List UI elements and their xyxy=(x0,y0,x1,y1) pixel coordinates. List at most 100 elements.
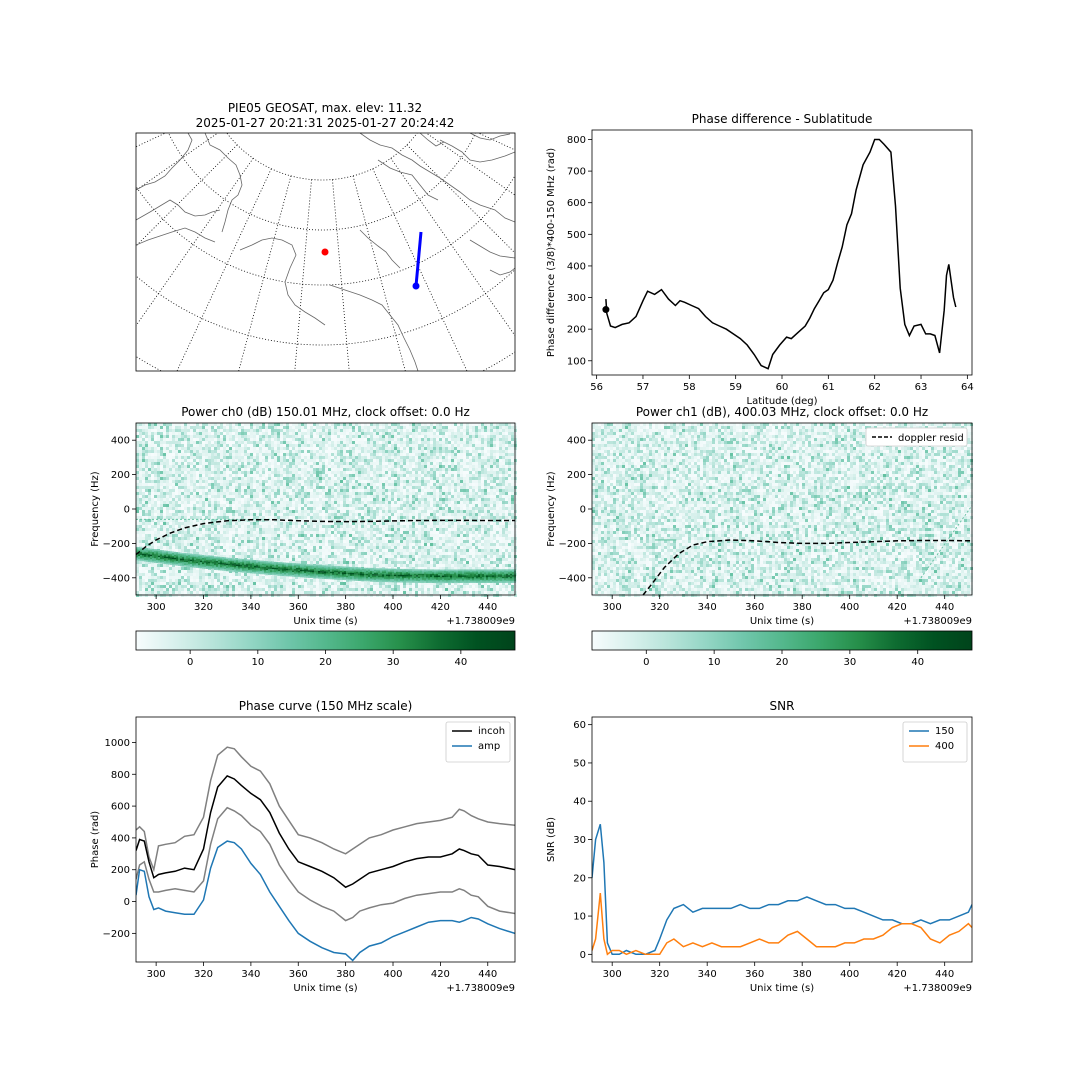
x-tick-label: 420 xyxy=(888,602,907,613)
y-tick-label: 700 xyxy=(567,167,586,178)
y-tick-label: 400 xyxy=(111,833,130,844)
x-tick-label: 62 xyxy=(868,382,881,393)
satellite-position-marker xyxy=(412,282,420,290)
meridian-line xyxy=(406,144,515,254)
x-tick-label: 340 xyxy=(698,602,717,613)
meridian-line xyxy=(136,158,254,327)
y-tick-label: 60 xyxy=(573,720,586,731)
latitude-circle xyxy=(136,269,515,346)
start-marker xyxy=(602,306,610,314)
y-tick-label: −200 xyxy=(559,539,586,550)
series-lines xyxy=(592,823,972,956)
map-title-line1: PIE05 GEOSAT, max. elev: 11.32 xyxy=(228,101,422,115)
x-tick-label: 400 xyxy=(383,969,402,980)
series-amp-line xyxy=(136,840,515,962)
y-tick-label: 400 xyxy=(567,261,586,272)
x-axis-label: Unix time (s) xyxy=(750,616,814,627)
y-tick-label: 0 xyxy=(580,505,586,516)
chart-title: SNR xyxy=(770,699,795,713)
y-tick-label: 200 xyxy=(111,865,130,876)
y-axis-label: Phase (rad) xyxy=(90,811,101,869)
y-tick-label: 800 xyxy=(111,770,130,781)
y-axis-label: Frequency (Hz) xyxy=(90,471,101,547)
legend-box xyxy=(902,721,968,763)
y-tick-label: 10 xyxy=(573,912,586,923)
y-tick-label: 400 xyxy=(567,436,586,447)
y-tick-label: 40 xyxy=(573,797,586,808)
x-tick-label: 59 xyxy=(729,382,742,393)
phase-difference-line xyxy=(605,138,957,370)
colorbar-tick-label: 20 xyxy=(776,657,789,668)
x-tick-label: 300 xyxy=(147,969,166,980)
y-tick-label: 200 xyxy=(111,470,130,481)
heatmap-cells xyxy=(592,423,973,597)
map-area xyxy=(136,133,515,371)
map-title-line2: 2025-01-27 20:21:31 2025-01-27 20:24:42 xyxy=(196,116,455,130)
plot-frame xyxy=(591,129,973,376)
chart-title: Phase difference - Sublatitude xyxy=(692,112,873,126)
colorbar-tick-label: 30 xyxy=(843,657,856,668)
x-tick-label: 440 xyxy=(935,602,954,613)
series-incoh-line xyxy=(136,774,515,889)
x-tick-label: 440 xyxy=(478,969,497,980)
y-tick-label: 300 xyxy=(567,293,586,304)
x-tick-label: 56 xyxy=(590,382,603,393)
legend-label: incoh xyxy=(478,726,505,737)
x-tick-label: 380 xyxy=(793,969,812,980)
y-tick-label: 200 xyxy=(567,325,586,336)
x-tick-label: 300 xyxy=(603,969,622,980)
x-tick-label: 360 xyxy=(289,602,308,613)
meridian-line xyxy=(372,168,468,371)
x-offset-label: +1.738009e9 xyxy=(446,616,515,627)
x-tick-label: 320 xyxy=(650,602,669,613)
y-tick-label: 400 xyxy=(111,436,130,447)
y-tick-label: −400 xyxy=(103,573,130,584)
faint-signal-line xyxy=(920,505,973,579)
colorbar-tick-label: 10 xyxy=(251,657,264,668)
x-offset-label: +1.738009e9 xyxy=(903,616,972,627)
x-tick-label: 58 xyxy=(683,382,696,393)
y-tick-label: 30 xyxy=(573,835,586,846)
x-tick-label: 400 xyxy=(383,602,402,613)
legend-label: 150 xyxy=(935,726,954,737)
x-tick-label: 300 xyxy=(603,602,622,613)
y-tick-label: 20 xyxy=(573,873,586,884)
meridian-line xyxy=(136,133,219,191)
x-tick-label: 61 xyxy=(822,382,835,393)
x-tick-label: 340 xyxy=(241,602,260,613)
colorbar-tick-label: 0 xyxy=(643,657,649,668)
power-ch1-chart: 300 320 340 360 380 400 420 440 −400 −200 0 200 400 P… xyxy=(546,405,973,627)
x-axis-label: Unix time (s) xyxy=(750,983,814,994)
y-axis-label: SNR (dB) xyxy=(546,817,557,862)
map-panel: PIE05 GEOSAT, max. elev: 11.32 2025-01-2… xyxy=(135,101,516,372)
x-tick-label: 420 xyxy=(888,969,907,980)
colorbar-tick-label: 20 xyxy=(319,657,332,668)
colorbar-gradient xyxy=(591,630,973,651)
y-tick-label: 500 xyxy=(567,230,586,241)
y-tick-label: 0 xyxy=(580,950,586,961)
y-tick-label: −200 xyxy=(103,929,130,940)
x-tick-label: 420 xyxy=(431,969,450,980)
colorbar-tick-label: 0 xyxy=(187,657,193,668)
y-tick-label: −200 xyxy=(103,539,130,550)
x-tick-label: 60 xyxy=(776,382,789,393)
series-400-line xyxy=(592,893,972,956)
meridian-line xyxy=(136,133,167,148)
y-tick-label: 0 xyxy=(124,897,130,908)
x-offset-label: +1.738009e9 xyxy=(903,983,972,994)
satellite-track xyxy=(414,231,423,287)
meridian-line xyxy=(390,158,515,337)
x-tick-label: 320 xyxy=(650,969,669,980)
x-tick-label: 320 xyxy=(194,602,213,613)
doppler-resid-line xyxy=(135,519,515,556)
signal-trace xyxy=(136,546,516,584)
x-tick-label: 320 xyxy=(194,969,213,980)
colorbar-tick-label: 30 xyxy=(387,657,400,668)
legend-label: 400 xyxy=(935,741,954,752)
colorbar-ch0: 0 10 20 30 40 xyxy=(135,630,516,668)
doppler-resid-line xyxy=(642,539,973,596)
heatmap-cells xyxy=(136,423,517,597)
y-tick-label: 1000 xyxy=(105,738,130,749)
map-coastlines xyxy=(136,133,515,371)
